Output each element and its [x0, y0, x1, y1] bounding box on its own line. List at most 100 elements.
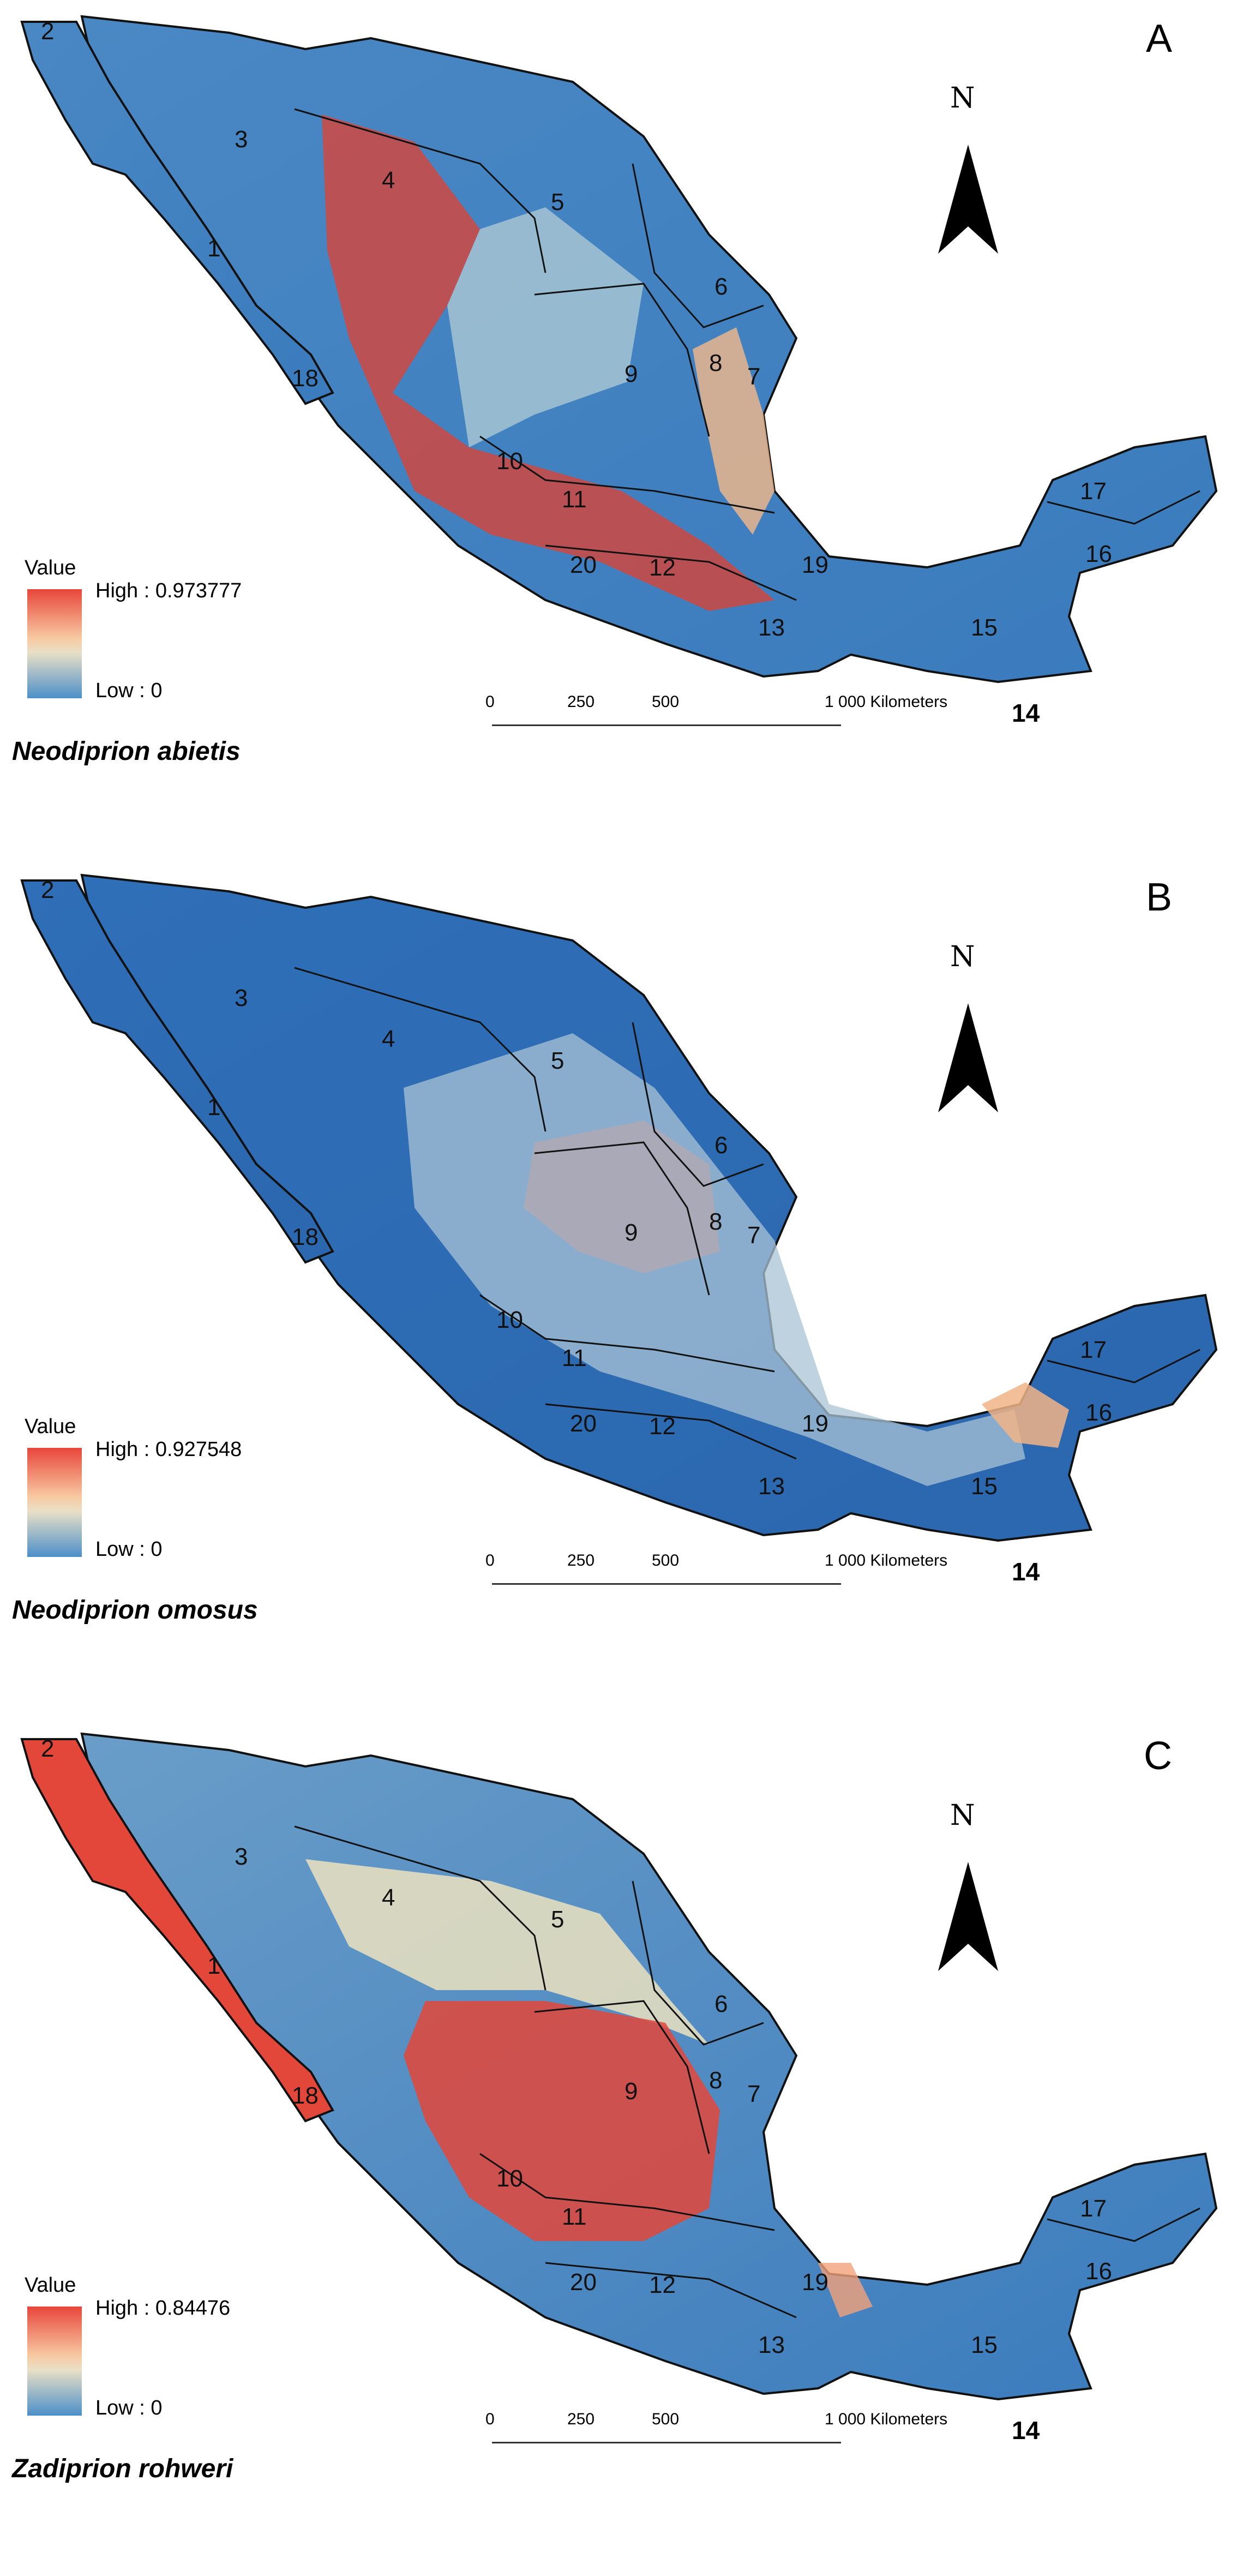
region-label-14: 14: [1012, 699, 1040, 727]
legend-low: Low : 0: [95, 679, 163, 702]
legend-low: Low : 0: [95, 2397, 163, 2419]
legend-high: High : 0.927548: [95, 1438, 242, 1461]
region-label-4: 4: [382, 167, 395, 194]
region-label-1: 1: [207, 235, 220, 262]
scale-tick: 0: [485, 2410, 495, 2428]
region-label-2: 2: [41, 877, 54, 903]
warm-zone: [982, 1382, 1069, 1448]
region-label-15: 15: [971, 1473, 998, 1500]
region-label-5: 5: [551, 1906, 564, 1933]
mexico-map: 1 2 3 4 5 6 7 8 9 10 11 12 13 15 16 17 1…: [20, 873, 1218, 1542]
scale-bar: 0 250 500 1 000 Kilometers: [485, 2410, 1085, 2459]
region-label-3: 3: [235, 985, 248, 1011]
panel-letter: B: [1145, 876, 1172, 919]
region-label-2: 2: [41, 1735, 54, 1762]
region-label-10: 10: [496, 1307, 523, 1333]
north-arrow-icon: [938, 1003, 998, 1112]
region-label-13: 13: [758, 2332, 785, 2358]
species-name: Zadiprion rohweri: [12, 2454, 233, 2483]
scale-tick: 250: [567, 693, 595, 711]
north-label: N: [950, 940, 975, 973]
scale-tick: 0: [485, 1551, 495, 1569]
region-label-18: 18: [292, 1224, 319, 1250]
region-label-16: 16: [1085, 2258, 1112, 2285]
region-label-4: 4: [382, 1884, 395, 1911]
region-label-9: 9: [624, 2078, 638, 2105]
legend-title: Value: [25, 2274, 76, 2297]
region-borders: [294, 108, 1200, 601]
region-label-17: 17: [1080, 1337, 1107, 1363]
species-name: Neodiprion omosus: [12, 1596, 258, 1625]
region-label-4: 4: [382, 1026, 395, 1052]
region-label-13: 13: [758, 614, 785, 641]
warm-zone: [693, 327, 774, 535]
legend-high: High : 0.84476: [95, 2297, 231, 2320]
region-label-6: 6: [714, 1132, 728, 1159]
region-label-2: 2: [41, 18, 54, 45]
region-label-16: 16: [1085, 1399, 1112, 1426]
baja-peninsula: [20, 879, 334, 1264]
region-label-12: 12: [649, 2272, 676, 2298]
map-panel-c: 1 2 3 4 5 6 7 8 9 10 11 12 13 15 16 17 1…: [0, 1717, 1243, 2576]
region-label-6: 6: [714, 273, 728, 300]
region-label-3: 3: [235, 1843, 248, 1870]
legend-title: Value: [25, 1415, 76, 1438]
region-label-3: 3: [235, 126, 248, 153]
scale-tick: 250: [567, 1551, 595, 1569]
region-label-10: 10: [496, 448, 523, 475]
scale-tick: 1 000 Kilometers: [825, 1551, 948, 1569]
legend-color-ramp: [27, 589, 82, 698]
region-labels: 1 2 3 4 5 6 7 8 9 10 11 12 13 15 16 17 1…: [41, 1735, 1112, 2358]
north-label: N: [950, 1799, 975, 1832]
region-label-8: 8: [709, 350, 722, 376]
region-label-17: 17: [1080, 478, 1107, 505]
region-label-5: 5: [551, 189, 564, 215]
region-label-5: 5: [551, 1047, 564, 1074]
region-label-15: 15: [971, 614, 998, 641]
region-label-13: 13: [758, 1473, 785, 1500]
north-label: N: [950, 82, 975, 115]
region-labels: 1 2 3 4 5 6 7 8 9 10 11 12 13 15 16 17 1…: [41, 877, 1112, 1500]
region-label-8: 8: [709, 2067, 722, 2094]
region-label-11: 11: [562, 1345, 587, 1371]
region-label-12: 12: [649, 1413, 676, 1440]
scale-tick: 500: [652, 2410, 680, 2428]
legend: Value High : 0.84476 Low : 0: [14, 2274, 395, 2437]
baja-peninsula: [20, 1738, 334, 2123]
region-label-20: 20: [570, 1410, 597, 1437]
region-label-14: 14: [1012, 2416, 1040, 2445]
panel-letter: A: [1145, 17, 1172, 61]
scale-tick: 0: [485, 693, 495, 711]
region-label-20: 20: [570, 552, 597, 578]
north-arrow-icon: [938, 1862, 998, 1971]
region-labels: 1 2 3 4 5 6 7 8 9 10 11 12 13 15 16 17 1…: [41, 18, 1112, 641]
scale-tick: 250: [567, 2410, 595, 2428]
transition-zone: [305, 1859, 709, 2045]
legend-color-ramp: [27, 2307, 82, 2416]
region-label-11: 11: [562, 486, 587, 513]
region-label-10: 10: [496, 2165, 523, 2192]
scale-line: [492, 2442, 841, 2443]
baja-peninsula: [20, 21, 334, 405]
legend: Value High : 0.973777 Low : 0: [14, 556, 395, 720]
legend-color-ramp: [27, 1448, 82, 1557]
scale-tick: 500: [652, 1551, 680, 1569]
region-label-18: 18: [292, 365, 319, 392]
scale-tick: 1 000 Kilometers: [825, 693, 948, 711]
region-label-6: 6: [714, 1991, 728, 2017]
scale-tick: 500: [652, 693, 680, 711]
legend-high: High : 0.973777: [95, 579, 242, 602]
region-label-12: 12: [649, 554, 676, 581]
transition-zone: [404, 1033, 1025, 1486]
panel-letter: C: [1144, 1734, 1172, 1778]
region-label-9: 9: [624, 1219, 638, 1246]
region-label-14: 14: [1012, 1557, 1040, 1586]
scale-line: [492, 1583, 841, 1585]
region-label-7: 7: [747, 2081, 760, 2107]
high-suitability-zone: [404, 2001, 720, 2241]
region-label-20: 20: [570, 2269, 597, 2296]
scale-bar: 0 250 500 1 000 Kilometers: [485, 693, 1085, 742]
region-label-19: 19: [802, 552, 828, 578]
legend-title: Value: [25, 556, 76, 579]
north-arrow-icon: [938, 145, 998, 254]
